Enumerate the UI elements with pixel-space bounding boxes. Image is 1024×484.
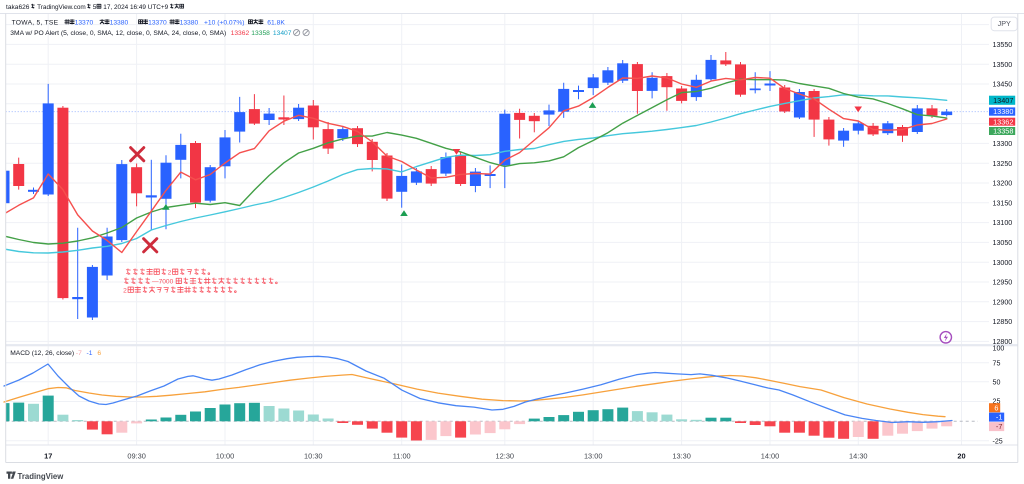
svg-text:2: 2: [168, 269, 172, 276]
svg-text:25: 25: [993, 398, 1001, 406]
svg-text:13362: 13362: [231, 30, 250, 37]
svg-text:TradingView: TradingView: [18, 472, 65, 481]
svg-text:MACD (12, 26, close): MACD (12, 26, close): [10, 350, 74, 357]
svg-text:-7: -7: [996, 422, 1003, 431]
svg-text:13362: 13362: [993, 117, 1013, 126]
svg-text:6: 6: [97, 350, 101, 357]
svg-text:6: 6: [994, 403, 998, 412]
svg-text:13407: 13407: [993, 96, 1013, 105]
svg-text:13:30: 13:30: [672, 452, 691, 461]
svg-text:13550: 13550: [993, 41, 1013, 49]
svg-text:12950: 12950: [993, 279, 1013, 287]
svg-text:3MA w/ PO Alert (5, close, 0,: 3MA w/ PO Alert (5, close, 0, SMA, 12, c…: [10, 30, 226, 37]
svg-text:-7: -7: [76, 350, 82, 357]
svg-text:13380: 13380: [180, 19, 199, 26]
svg-text:taka626: taka626: [6, 4, 30, 11]
svg-text:13380: 13380: [993, 107, 1013, 116]
svg-text:-25: -25: [993, 437, 1003, 445]
svg-text:13:00: 13:00: [584, 452, 603, 461]
svg-text:75: 75: [993, 359, 1001, 367]
svg-text:12800: 12800: [993, 338, 1013, 346]
svg-text:-1: -1: [996, 413, 1003, 422]
svg-text:+10 (+0.07%): +10 (+0.07%): [204, 19, 245, 26]
svg-text:12:30: 12:30: [496, 452, 515, 461]
svg-text:TOWA, 5, TSE: TOWA, 5, TSE: [12, 19, 59, 26]
svg-text:5: 5: [93, 4, 97, 11]
svg-text:13300: 13300: [993, 140, 1013, 148]
svg-text:13370: 13370: [75, 19, 94, 26]
svg-text:13380: 13380: [110, 19, 129, 26]
svg-text:17, 2024 16:49 UTC+9: 17, 2024 16:49 UTC+9: [103, 4, 168, 11]
svg-text:10:00: 10:00: [216, 452, 235, 461]
svg-text:11:00: 11:00: [393, 452, 411, 461]
svg-text:-1: -1: [87, 350, 93, 357]
svg-text:14:30: 14:30: [849, 452, 868, 461]
svg-text:13150: 13150: [993, 199, 1013, 207]
svg-text:17: 17: [44, 452, 52, 461]
svg-text:13450: 13450: [993, 81, 1013, 89]
svg-text:61.8K: 61.8K: [267, 19, 285, 26]
svg-text:—7000: —7000: [152, 279, 174, 286]
svg-text:13358: 13358: [993, 127, 1013, 136]
svg-text:09:30: 09:30: [127, 452, 146, 461]
svg-text:13250: 13250: [993, 160, 1013, 168]
svg-text:13500: 13500: [993, 61, 1013, 69]
svg-text:13370: 13370: [148, 19, 167, 26]
svg-text:13358: 13358: [251, 30, 270, 37]
svg-text:100: 100: [993, 344, 1005, 352]
svg-text:13200: 13200: [993, 180, 1013, 188]
svg-text:20: 20: [957, 452, 965, 461]
svg-text:12900: 12900: [993, 298, 1013, 306]
svg-text:12850: 12850: [993, 318, 1013, 326]
svg-text:13407: 13407: [273, 30, 292, 37]
svg-text:13000: 13000: [993, 259, 1013, 267]
svg-text:2: 2: [123, 287, 127, 294]
svg-text:14:00: 14:00: [761, 452, 780, 461]
svg-text:50: 50: [993, 378, 1001, 386]
svg-text:13050: 13050: [993, 239, 1013, 247]
svg-text:13100: 13100: [993, 219, 1013, 227]
svg-text:TradingView.com: TradingView.com: [37, 4, 86, 11]
svg-text:10:30: 10:30: [304, 452, 323, 461]
svg-text:JPY: JPY: [998, 19, 1011, 28]
